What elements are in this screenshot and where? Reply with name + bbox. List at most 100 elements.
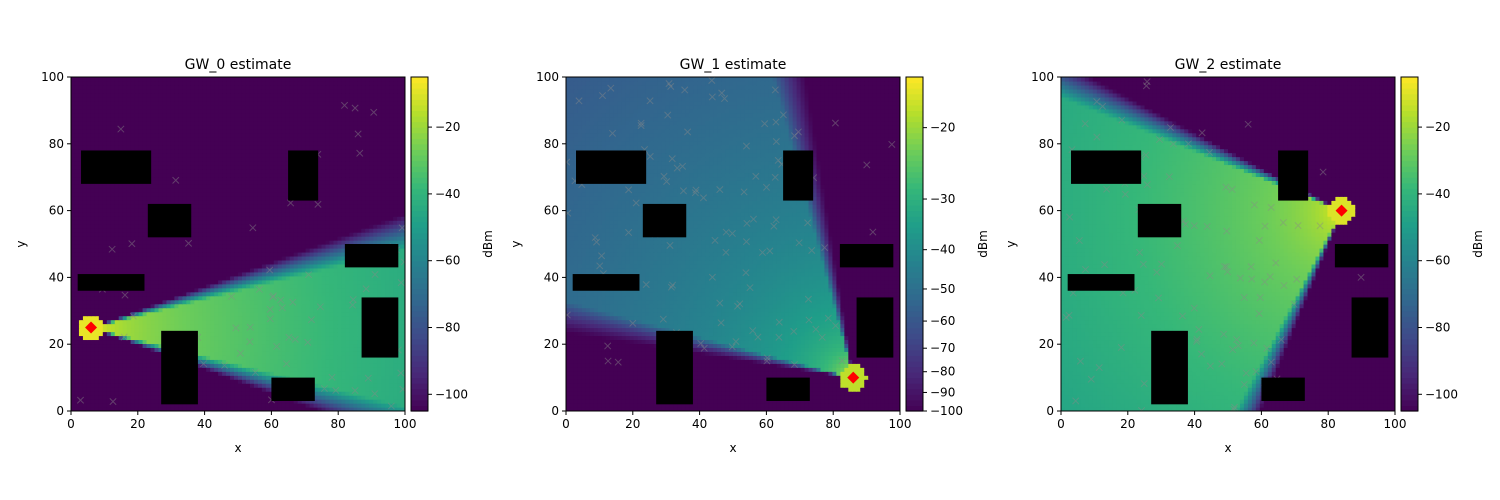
- heatmap-cell: [110, 355, 116, 360]
- heatmap-cell: [309, 220, 315, 225]
- heatmap-cell: [170, 267, 175, 273]
- heatmap-cell: [238, 331, 243, 337]
- heatmap-cell: [102, 363, 108, 368]
- heatmap-cell: [238, 224, 243, 229]
- heatmap-cell: [206, 375, 211, 380]
- heatmap-cell: [134, 355, 140, 360]
- heatmap-cell: [373, 271, 378, 277]
- heatmap-cell: [245, 395, 251, 400]
- heatmap-cell: [381, 188, 386, 193]
- heatmap-cell: [261, 299, 267, 305]
- heatmap-cell: [257, 224, 263, 229]
- heatmap-cell: [245, 259, 251, 265]
- heatmap-cell: [249, 295, 255, 301]
- heatmap-cell: [146, 331, 152, 337]
- heatmap-cell: [142, 240, 148, 245]
- heatmap-cell: [134, 295, 140, 301]
- heatmap-cell: [249, 255, 255, 261]
- heatmap-cell: [385, 204, 390, 209]
- heatmap-cell: [126, 192, 132, 197]
- heatmap-cell: [218, 299, 223, 305]
- heatmap-cell: [138, 299, 144, 305]
- heatmap-cell: [305, 371, 311, 376]
- heatmap-cell: [106, 192, 112, 197]
- heatmap-cell: [293, 343, 299, 348]
- heatmap-cell: [385, 379, 390, 384]
- heatmap-cell: [329, 331, 335, 337]
- heatmap-cell: [389, 208, 394, 213]
- heatmap-cell: [178, 283, 183, 289]
- heatmap-cell: [146, 279, 152, 285]
- heatmap-cell: [289, 283, 295, 289]
- heatmap-cell: [238, 291, 243, 297]
- heatmap-cell: [202, 331, 207, 337]
- heatmap-cell: [71, 283, 76, 289]
- heatmap-cell: [134, 200, 140, 205]
- heatmap-cell: [210, 379, 215, 384]
- heatmap-cell: [74, 263, 80, 269]
- heatmap-cell: [265, 228, 271, 233]
- heatmap-cell: [218, 363, 223, 368]
- heatmap-cell: [325, 184, 331, 189]
- heatmap-cell: [401, 287, 405, 293]
- heatmap-cell: [102, 299, 108, 305]
- heatmap-cell: [369, 355, 374, 360]
- heatmap-cell: [71, 232, 76, 237]
- heatmap-cell: [357, 315, 362, 321]
- heatmap-cell: [345, 224, 350, 229]
- heatmap-cell: [393, 224, 398, 229]
- heatmap-cell: [341, 240, 346, 245]
- heatmap-cell: [301, 208, 307, 213]
- heatmap-cell: [393, 232, 398, 237]
- heatmap-cell: [206, 335, 211, 341]
- heatmap-cell: [210, 224, 215, 229]
- heatmap-cell: [325, 383, 331, 388]
- heatmap-cell: [214, 247, 219, 253]
- heatmap-cell: [154, 180, 160, 185]
- heatmap-cell: [142, 315, 148, 321]
- heatmap-cell: [313, 224, 319, 229]
- heatmap-cell: [269, 407, 275, 411]
- heatmap-cell: [345, 335, 350, 341]
- heatmap-cell: [357, 359, 362, 364]
- heatmap-cell: [162, 263, 168, 269]
- heatmap-cell: [178, 200, 183, 205]
- heatmap-cell: [269, 247, 275, 253]
- heatmap-cell: [305, 204, 311, 209]
- heatmap-cell: [154, 236, 160, 241]
- heatmap-cell: [234, 379, 239, 384]
- heatmap-cell: [234, 323, 239, 329]
- heatmap-cell: [86, 375, 92, 380]
- heatmap-cell: [134, 323, 140, 329]
- heatmap-cell: [114, 351, 120, 356]
- heatmap-cell: [102, 339, 108, 345]
- heatmap-cell: [273, 307, 279, 313]
- heatmap-cell: [218, 359, 223, 364]
- heatmap-cell: [170, 279, 175, 285]
- heatmap-cell: [365, 208, 370, 213]
- heatmap-cell: [321, 327, 327, 333]
- heatmap-cell: [222, 216, 227, 221]
- heatmap-cell: [78, 200, 84, 205]
- heatmap-cell: [146, 355, 152, 360]
- heatmap-cell: [166, 327, 172, 333]
- heatmap-cell: [361, 240, 366, 245]
- heatmap-cell: [285, 228, 291, 233]
- heatmap-cell: [238, 387, 243, 392]
- heatmap-cell: [218, 315, 223, 321]
- heatmap-cell: [118, 192, 124, 197]
- heatmap-cell: [190, 263, 195, 269]
- heatmap-cell: [198, 335, 203, 341]
- heatmap-cell: [269, 184, 275, 189]
- heatmap-cell: [158, 279, 164, 285]
- heatmap-cell: [253, 323, 259, 329]
- heatmap-cell: [174, 240, 179, 245]
- heatmap-cell: [289, 287, 295, 293]
- heatmap-cell: [86, 391, 92, 396]
- heatmap-cell: [150, 267, 156, 273]
- heatmap-cell: [130, 299, 136, 305]
- heatmap-cell: [106, 303, 112, 309]
- heatmap-cell: [265, 379, 271, 384]
- heatmap-cell: [82, 339, 88, 345]
- heatmap-cell: [261, 232, 267, 237]
